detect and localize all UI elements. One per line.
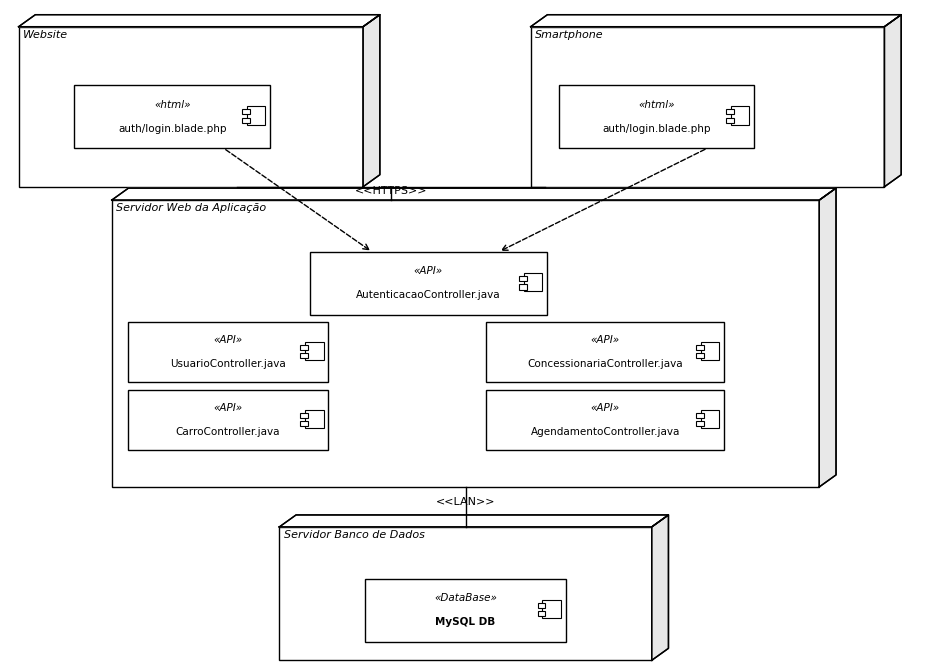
Text: CarroController.java: CarroController.java: [176, 428, 280, 437]
Text: UsuarioController.java: UsuarioController.java: [170, 360, 286, 369]
FancyBboxPatch shape: [305, 342, 324, 360]
Text: Servidor Banco de Dados: Servidor Banco de Dados: [284, 530, 425, 540]
Text: Smartphone: Smartphone: [535, 30, 604, 40]
Text: auth/login.blade.php: auth/login.blade.php: [602, 124, 710, 133]
Text: <<HTTPS>>: <<HTTPS>>: [355, 187, 427, 196]
Text: «DataBase»: «DataBase»: [434, 594, 497, 603]
FancyBboxPatch shape: [696, 345, 704, 350]
Text: AutenticacaoController.java: AutenticacaoController.java: [356, 291, 501, 300]
FancyBboxPatch shape: [279, 527, 652, 660]
FancyBboxPatch shape: [242, 117, 250, 123]
FancyBboxPatch shape: [19, 27, 363, 187]
Polygon shape: [112, 188, 836, 200]
FancyBboxPatch shape: [538, 603, 546, 608]
Text: Website: Website: [23, 30, 68, 40]
FancyBboxPatch shape: [365, 579, 565, 642]
FancyBboxPatch shape: [74, 85, 270, 149]
Polygon shape: [279, 515, 668, 527]
FancyBboxPatch shape: [112, 200, 819, 487]
Text: «API»: «API»: [213, 404, 243, 413]
FancyBboxPatch shape: [696, 421, 704, 426]
Text: «API»: «API»: [590, 336, 620, 345]
FancyBboxPatch shape: [128, 390, 328, 450]
FancyBboxPatch shape: [696, 353, 704, 358]
FancyBboxPatch shape: [486, 390, 724, 450]
Polygon shape: [884, 15, 901, 187]
FancyBboxPatch shape: [519, 284, 527, 289]
Polygon shape: [19, 15, 380, 27]
FancyBboxPatch shape: [301, 345, 308, 350]
FancyBboxPatch shape: [531, 27, 884, 187]
FancyBboxPatch shape: [301, 413, 308, 418]
FancyBboxPatch shape: [542, 600, 560, 618]
FancyBboxPatch shape: [247, 106, 265, 125]
Text: AgendamentoController.java: AgendamentoController.java: [531, 428, 680, 437]
Polygon shape: [819, 188, 836, 487]
Text: «API»: «API»: [413, 267, 443, 276]
Text: MySQL DB: MySQL DB: [436, 618, 495, 627]
FancyBboxPatch shape: [700, 410, 719, 428]
FancyBboxPatch shape: [700, 342, 719, 360]
FancyBboxPatch shape: [726, 117, 734, 123]
Text: «html»: «html»: [638, 100, 675, 109]
FancyBboxPatch shape: [731, 106, 749, 125]
Polygon shape: [652, 515, 668, 660]
Text: «API»: «API»: [590, 404, 620, 413]
Text: auth/login.blade.php: auth/login.blade.php: [118, 124, 226, 133]
Text: <<LAN>>: <<LAN>>: [436, 497, 495, 506]
Text: «html»: «html»: [154, 100, 191, 109]
FancyBboxPatch shape: [301, 421, 308, 426]
FancyBboxPatch shape: [538, 611, 546, 616]
FancyBboxPatch shape: [486, 322, 724, 382]
Text: Servidor Web da Aplicação: Servidor Web da Aplicação: [116, 203, 266, 213]
Text: «API»: «API»: [213, 336, 243, 345]
FancyBboxPatch shape: [696, 413, 704, 418]
FancyBboxPatch shape: [559, 85, 754, 149]
FancyBboxPatch shape: [519, 276, 527, 281]
FancyBboxPatch shape: [301, 353, 308, 358]
FancyBboxPatch shape: [305, 410, 324, 428]
Polygon shape: [531, 15, 901, 27]
FancyBboxPatch shape: [309, 252, 546, 315]
Text: ConcessionariaController.java: ConcessionariaController.java: [527, 360, 683, 369]
FancyBboxPatch shape: [242, 109, 250, 115]
FancyBboxPatch shape: [128, 322, 328, 382]
FancyBboxPatch shape: [523, 273, 542, 291]
Polygon shape: [363, 15, 380, 187]
FancyBboxPatch shape: [726, 109, 734, 115]
